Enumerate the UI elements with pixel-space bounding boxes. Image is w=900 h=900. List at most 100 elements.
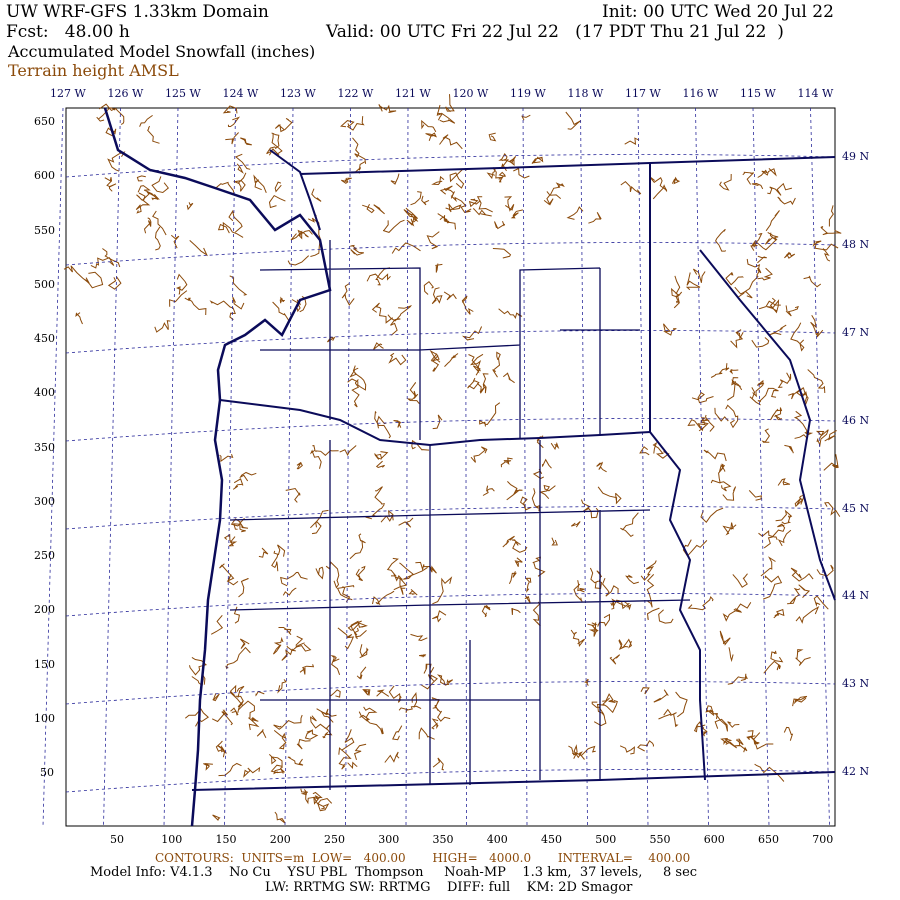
terrain-contour <box>445 94 455 113</box>
terrain-contour <box>399 562 428 580</box>
terrain-contour <box>787 587 801 605</box>
terrain-contour <box>217 221 244 238</box>
terrain-contour <box>339 445 357 456</box>
terrain-contour <box>347 761 358 769</box>
terrain-contour <box>824 501 841 517</box>
terrain-contours <box>63 94 842 824</box>
terrain-contour <box>356 666 367 680</box>
terrain-contour <box>285 487 301 503</box>
terrain-contour <box>815 429 829 448</box>
terrain-contour <box>774 414 782 421</box>
y-tick-label: 550 <box>34 223 55 237</box>
terrain-contour <box>482 485 495 496</box>
terrain-contour <box>785 305 799 317</box>
terrain-contour <box>341 177 352 184</box>
terrain-contour <box>415 561 437 574</box>
lat-label: 45 N <box>842 502 870 515</box>
terrain-contour <box>233 606 240 624</box>
terrain-contour <box>290 229 313 241</box>
terrain-contour <box>727 721 740 728</box>
terrain-contour <box>154 320 171 333</box>
terrain-contour <box>336 586 353 601</box>
terrain-contour <box>154 226 161 251</box>
lat-label: 44 N <box>842 589 870 602</box>
terrain-contour <box>816 564 834 577</box>
terrain-contour <box>751 182 764 190</box>
terrain-contour <box>813 595 829 610</box>
terrain-contour <box>715 228 727 252</box>
terrain-contour <box>728 647 734 663</box>
terrain-contour <box>618 639 629 650</box>
terrain-contour <box>623 601 632 611</box>
terrain-contour <box>243 766 261 778</box>
lon-label: 125 W <box>165 87 201 100</box>
terrain-contour <box>421 195 430 206</box>
physics-info: LW: RRTMG SW: RRTMG DIFF: full KM: 2D Sm… <box>265 880 633 895</box>
y-tick-label: 350 <box>34 440 55 454</box>
terrain-contour <box>758 300 781 310</box>
terrain-contour <box>102 248 121 268</box>
terrain-contour <box>573 583 583 602</box>
x-tick-label: 700 <box>812 833 834 846</box>
terrain-contour <box>393 420 402 428</box>
lon-label: 117 W <box>625 87 661 100</box>
terrain-contour <box>543 191 554 206</box>
terrain-contour <box>685 272 701 291</box>
terrain-contour <box>807 369 826 394</box>
terrain-contour <box>274 811 286 824</box>
lat-label: 46 N <box>842 414 870 427</box>
terrain-contour <box>235 695 244 713</box>
terrain-contour <box>790 567 814 582</box>
terrain-contour <box>757 267 773 281</box>
terrain-contour <box>541 458 552 469</box>
terrain-contour <box>398 517 414 528</box>
terrain-contour <box>710 479 732 492</box>
terrain-contour <box>461 326 483 341</box>
terrain-contour <box>403 207 418 223</box>
terrain-contour <box>432 610 447 623</box>
terrain-contour <box>640 560 657 581</box>
terrain-contour <box>152 210 167 236</box>
terrain-contour <box>549 182 565 199</box>
terrain-contour <box>273 544 286 557</box>
x-tick-label: 650 <box>758 833 779 846</box>
terrain-contour <box>136 175 146 182</box>
terrain-contour <box>239 638 250 649</box>
terrain-contour <box>327 336 336 343</box>
terrain-contour <box>355 565 366 582</box>
terrain-contour <box>374 486 385 505</box>
terrain-contour <box>714 713 728 732</box>
terrain-contour <box>186 202 194 211</box>
x-tick-label: 150 <box>215 833 237 846</box>
terrain-contour <box>358 706 378 722</box>
terrain-contour <box>366 273 391 282</box>
terrain-contour <box>212 814 221 821</box>
terrain-contour <box>272 301 290 321</box>
terrain-contour <box>479 402 501 427</box>
terrain-contour <box>322 724 333 739</box>
terrain-contour <box>693 721 706 733</box>
terrain-contour <box>767 231 779 241</box>
terrain-contour <box>733 738 748 753</box>
forecast-hour: Fcst: 48.00 h <box>6 22 130 42</box>
terrain-contour <box>781 514 792 525</box>
terrain-contour <box>225 132 239 145</box>
parallel <box>65 769 836 793</box>
terrain-contour <box>495 171 504 183</box>
parallel <box>65 418 836 442</box>
terrain-contour <box>494 221 506 230</box>
terrain-contour <box>757 168 777 178</box>
terrain-contour <box>589 567 599 584</box>
terrain-contour <box>488 132 497 142</box>
terrain-contour <box>232 478 244 490</box>
terrain-contour <box>439 216 456 230</box>
overlay-name: Terrain height AMSL <box>8 61 179 80</box>
field-name: Accumulated Model Snowfall (inches) <box>8 42 316 61</box>
terrain-contour <box>255 690 265 697</box>
terrain-contour <box>170 234 180 249</box>
terrain-contour <box>418 727 435 740</box>
terrain-contour <box>663 323 677 336</box>
terrain-contour <box>406 393 420 404</box>
terrain-contour <box>500 158 509 172</box>
terrain-contour <box>514 557 523 567</box>
